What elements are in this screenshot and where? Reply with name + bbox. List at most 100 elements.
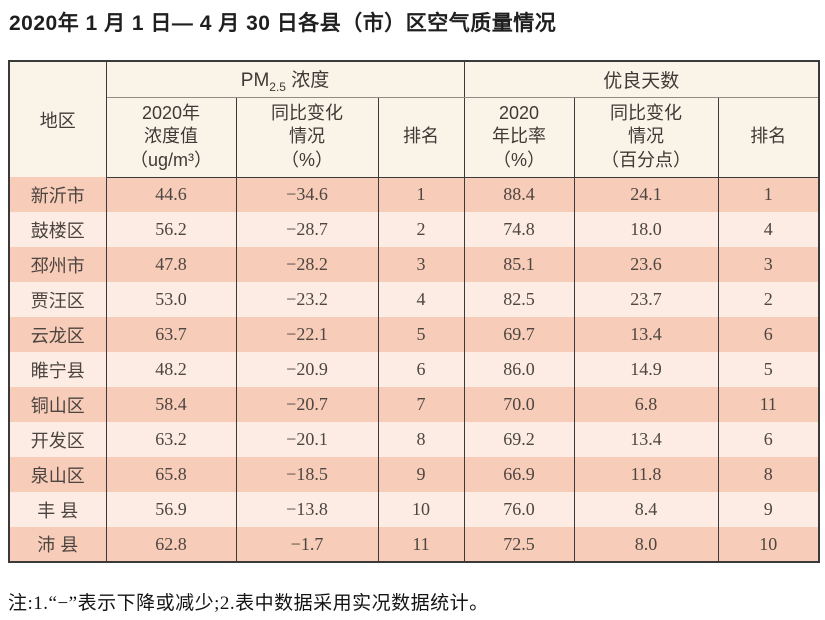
good-change-cell: 24.1 — [573, 177, 719, 212]
pm25-change-cell: −28.2 — [235, 247, 379, 282]
good-rank-cell: 4 — [717, 212, 820, 247]
region-cell: 贾汪区 — [8, 282, 107, 317]
region-cell: 鼓楼区 — [8, 212, 107, 247]
pm25-rank-cell: 9 — [377, 457, 465, 492]
pm25-change-cell: −20.7 — [235, 387, 379, 422]
good-rank-cell: 2 — [717, 282, 820, 317]
good-rate-cell: 82.5 — [463, 282, 575, 317]
region-column-header: 地区 — [8, 61, 107, 177]
pm25-change-cell: −34.6 — [235, 177, 379, 212]
good-change-cell: 6.8 — [573, 387, 719, 422]
air-quality-table: 地区 PM2.5 浓度 优良天数 2020年 浓度值 （ug/m³） 同比变化 … — [8, 60, 821, 563]
pm25-change-cell: −20.1 — [235, 422, 379, 457]
pm25-label-suffix: 浓度 — [291, 69, 330, 91]
good-rate-cell: 66.9 — [463, 457, 575, 492]
region-cell: 丰 县 — [8, 492, 107, 527]
region-cell: 新沂市 — [8, 177, 107, 212]
good-change-cell: 23.6 — [573, 247, 719, 282]
good-rate-cell: 69.2 — [463, 422, 575, 457]
good-change-cell: 8.4 — [573, 492, 719, 527]
pm25-value-cell: 56.9 — [105, 492, 237, 527]
pm25-rank-cell: 5 — [377, 317, 465, 352]
table-row: 睢宁县 48.2 −20.9 6 86.0 14.9 5 — [8, 352, 820, 387]
pm25-change-column-header: 同比变化 情况 （%） — [235, 97, 379, 178]
good-rate-column-header: 2020 年比率 （%） — [463, 97, 575, 178]
pm25-rank-cell: 4 — [377, 282, 465, 317]
good-change-cell: 13.4 — [573, 317, 719, 352]
good-days-group-header: 优良天数 — [463, 61, 820, 98]
pm25-value-cell: 44.6 — [105, 177, 237, 212]
good-rank-cell: 5 — [717, 352, 820, 387]
pm25-change-cell: −28.7 — [235, 212, 379, 247]
pm25-value-cell: 65.8 — [105, 457, 237, 492]
pm25-value-column-header: 2020年 浓度值 （ug/m³） — [105, 97, 237, 178]
good-rank-cell: 9 — [717, 492, 820, 527]
good-change-cell: 8.0 — [573, 527, 719, 562]
pm25-rank-cell: 3 — [377, 247, 465, 282]
good-change-cell: 18.0 — [573, 212, 719, 247]
pm25-change-cell: −22.1 — [235, 317, 379, 352]
pm25-label-base: PM — [240, 69, 270, 91]
good-change-cell: 13.4 — [573, 422, 719, 457]
good-rate-cell: 72.5 — [463, 527, 575, 562]
pm25-rank-cell: 10 — [377, 492, 465, 527]
pm25-rank-cell: 1 — [377, 177, 465, 212]
good-rank-cell: 6 — [717, 317, 820, 352]
pm25-rank-cell: 11 — [377, 527, 465, 562]
good-rank-cell: 6 — [717, 422, 820, 457]
pm25-change-cell: −18.5 — [235, 457, 379, 492]
good-rate-cell: 69.7 — [463, 317, 575, 352]
pm25-change-cell: −13.8 — [235, 492, 379, 527]
table-row: 邳州市 47.8 −28.2 3 85.1 23.6 3 — [8, 247, 820, 282]
table-row: 铜山区 58.4 −20.7 7 70.0 6.8 11 — [8, 387, 820, 422]
pm25-value-cell: 47.8 — [105, 247, 237, 282]
pm25-value-cell: 58.4 — [105, 387, 237, 422]
table-header: 地区 PM2.5 浓度 优良天数 2020年 浓度值 （ug/m³） 同比变化 … — [8, 61, 820, 178]
good-rate-cell: 70.0 — [463, 387, 575, 422]
pm25-rank-cell: 6 — [377, 352, 465, 387]
table-row: 丰 县 56.9 −13.8 10 76.0 8.4 9 — [8, 492, 820, 527]
table-row: 沛 县 62.8 −1.7 11 72.5 8.0 10 — [8, 527, 820, 562]
page-title: 2020年 1 月 1 日— 4 月 30 日各县（市）区空气质量情况 — [9, 12, 557, 35]
region-cell: 铜山区 — [8, 387, 107, 422]
good-change-column-header: 同比变化 情况 （百分点） — [573, 97, 719, 178]
good-change-cell: 23.7 — [573, 282, 719, 317]
table-row: 鼓楼区 56.2 −28.7 2 74.8 18.0 4 — [8, 212, 820, 247]
pm25-value-cell: 48.2 — [105, 352, 237, 387]
table-body: 新沂市 44.6 −34.6 1 88.4 24.1 1 鼓楼区 56.2 −2… — [8, 177, 820, 562]
table-row: 贾汪区 53.0 −23.2 4 82.5 23.7 2 — [8, 282, 820, 317]
pm25-rank-cell: 7 — [377, 387, 465, 422]
pm25-label-subscript: 2.5 — [269, 79, 286, 94]
good-rank-cell: 3 — [717, 247, 820, 282]
good-rate-cell: 76.0 — [463, 492, 575, 527]
pm25-group-header: PM2.5 浓度 — [105, 61, 465, 98]
pm25-rank-cell: 2 — [377, 212, 465, 247]
table-row: 新沂市 44.6 −34.6 1 88.4 24.1 1 — [8, 177, 820, 212]
region-cell: 开发区 — [8, 422, 107, 457]
pm25-change-cell: −23.2 — [235, 282, 379, 317]
pm25-value-cell: 62.8 — [105, 527, 237, 562]
good-rate-cell: 85.1 — [463, 247, 575, 282]
good-rank-column-header: 排名 — [717, 97, 820, 178]
table-row: 开发区 63.2 −20.1 8 69.2 13.4 6 — [8, 422, 820, 457]
pm25-value-cell: 63.2 — [105, 422, 237, 457]
good-rate-cell: 86.0 — [463, 352, 575, 387]
pm25-rank-column-header: 排名 — [377, 97, 465, 178]
region-cell: 泉山区 — [8, 457, 107, 492]
region-cell: 云龙区 — [8, 317, 107, 352]
pm25-change-cell: −20.9 — [235, 352, 379, 387]
pm25-value-cell: 56.2 — [105, 212, 237, 247]
region-cell: 睢宁县 — [8, 352, 107, 387]
footnote: 注:1.“−”表示下降或减少;2.表中数据采用实况数据统计。 — [8, 593, 489, 614]
good-rank-cell: 10 — [717, 527, 820, 562]
table-row: 云龙区 63.7 −22.1 5 69.7 13.4 6 — [8, 317, 820, 352]
region-cell: 沛 县 — [8, 527, 107, 562]
region-cell: 邳州市 — [8, 247, 107, 282]
table-row: 泉山区 65.8 −18.5 9 66.9 11.8 8 — [8, 457, 820, 492]
pm25-value-cell: 63.7 — [105, 317, 237, 352]
pm25-value-cell: 53.0 — [105, 282, 237, 317]
pm25-change-cell: −1.7 — [235, 527, 379, 562]
good-rank-cell: 11 — [717, 387, 820, 422]
good-change-cell: 11.8 — [573, 457, 719, 492]
